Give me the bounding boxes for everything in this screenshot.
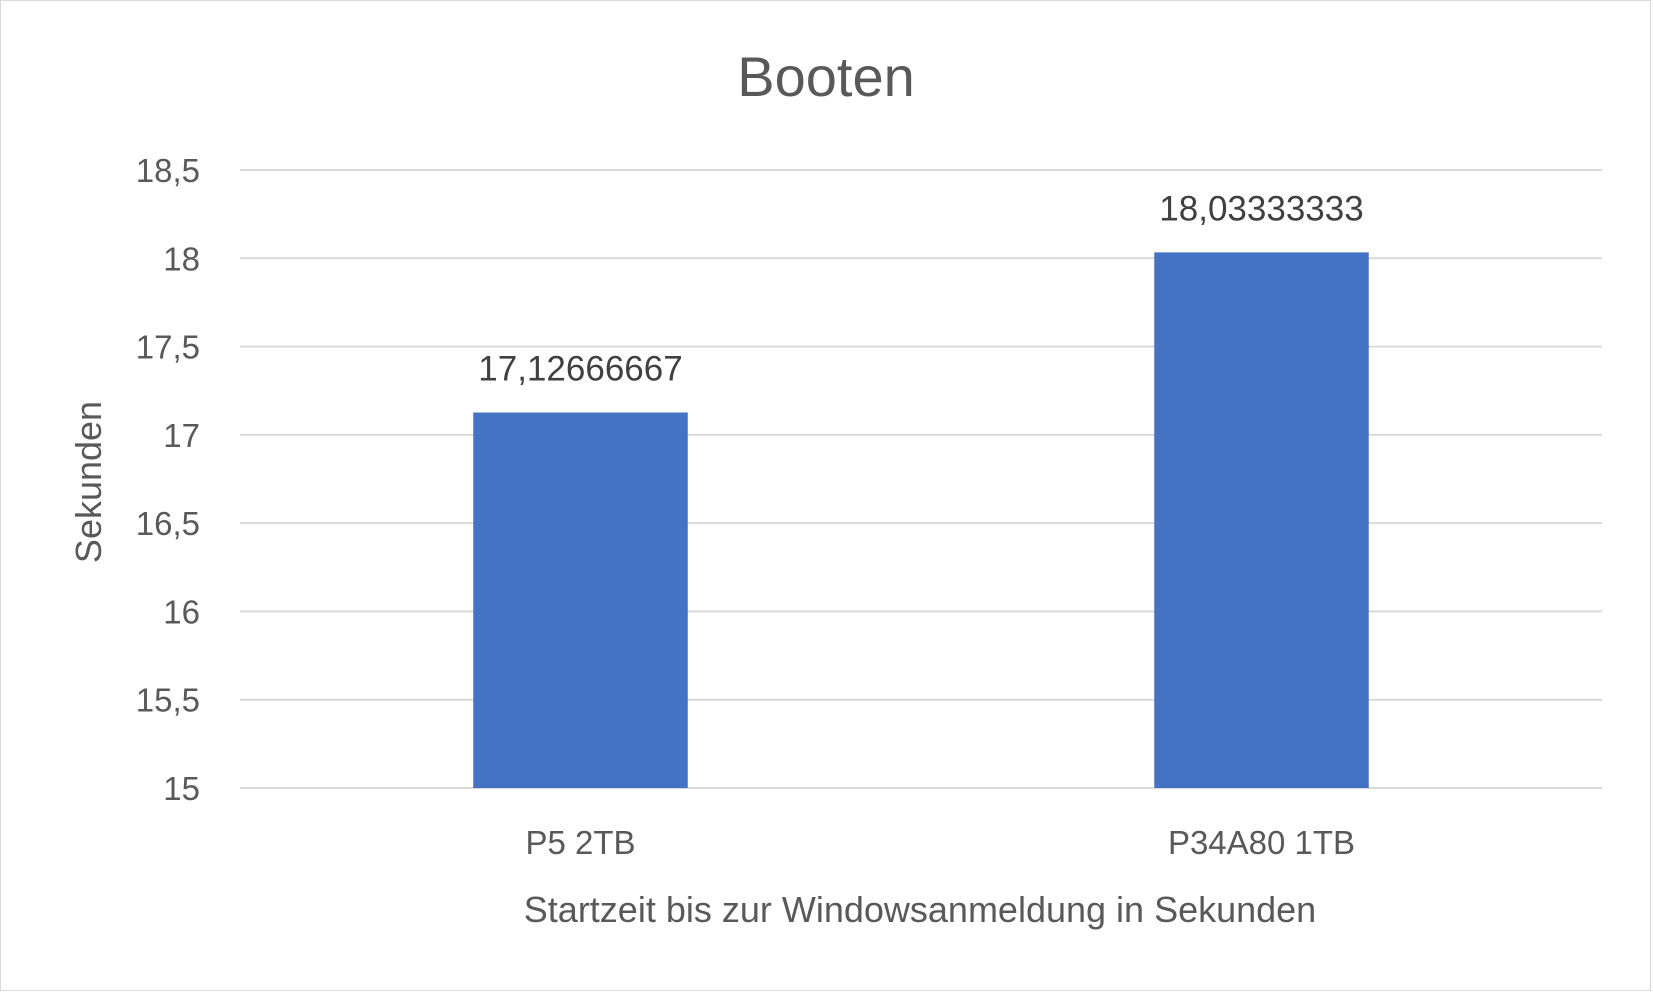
y-tick-label: 16 — [163, 593, 200, 630]
y-tick-label: 17 — [163, 417, 200, 454]
data-labels: 17,12666667 18,03333333 — [478, 189, 1363, 388]
data-label: 17,12666667 — [478, 349, 682, 388]
data-label: 18,03333333 — [1159, 189, 1363, 228]
x-category-label: P34A80 1TB — [1168, 824, 1355, 861]
bar — [1154, 252, 1369, 788]
y-tick-label: 15 — [163, 770, 200, 807]
y-axis-title: Sekunden — [68, 401, 109, 563]
x-category-label: P5 2TB — [525, 824, 635, 861]
y-tick-label: 15,5 — [136, 682, 200, 719]
x-axis-title: Startzeit bis zur Windowsanmeldung in Se… — [524, 889, 1316, 930]
y-tick-label: 18,5 — [136, 152, 200, 189]
gridlines — [240, 169, 1602, 789]
bars — [473, 252, 1369, 788]
y-tick-label: 16,5 — [136, 505, 200, 542]
chart-title: Booten — [737, 45, 915, 108]
bar — [473, 412, 688, 788]
y-tick-label: 17,5 — [136, 329, 200, 366]
y-tick-label: 18 — [163, 240, 200, 277]
y-axis-tick-labels: 15 15,5 16 16,5 17 17,5 18 18,5 — [136, 152, 200, 807]
x-axis-category-labels: P5 2TB P34A80 1TB — [525, 824, 1355, 861]
